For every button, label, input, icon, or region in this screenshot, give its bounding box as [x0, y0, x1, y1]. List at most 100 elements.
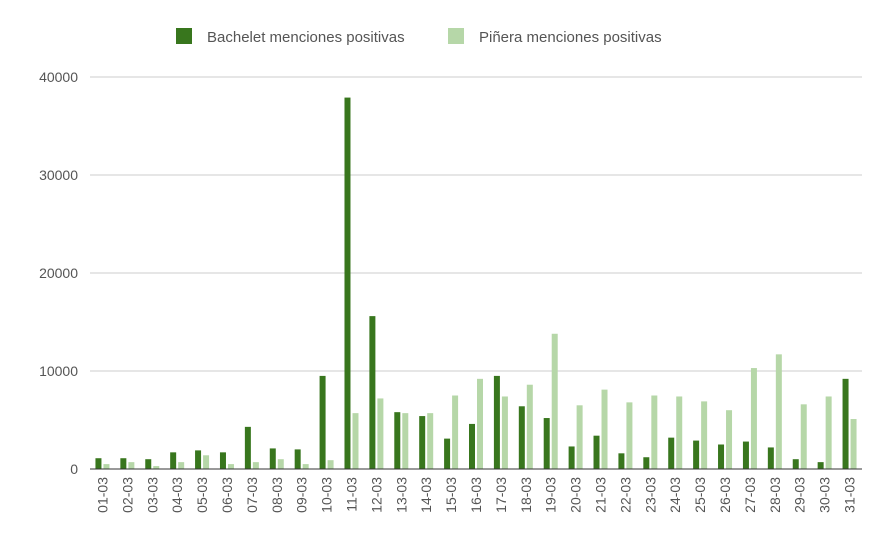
bar-series-2-29-03 — [800, 404, 807, 469]
bar-series-2-30-03 — [825, 396, 832, 469]
x-tick-label: 07-03 — [244, 477, 260, 513]
x-tick-label: 08-03 — [269, 477, 285, 513]
x-axis: 01-03 02-03 03-03 04-03 05-03 06-03 07-03 08-03… — [94, 477, 857, 513]
bar-series-1-12-03 — [369, 316, 376, 469]
x-tick-label: 09-03 — [294, 477, 310, 513]
bar-series-2-25-03 — [701, 401, 708, 469]
bar-series-2-24-03 — [676, 396, 683, 469]
bar-series-1-20-03 — [568, 446, 575, 469]
bar-series-1-31-03 — [842, 378, 849, 469]
bar-series-2-11-03 — [352, 413, 359, 469]
y-axis: 0 10000 20000 30000 40000 — [39, 69, 78, 477]
y-tick-label: 20000 — [39, 265, 78, 281]
bar-series-1-22-03 — [618, 453, 625, 469]
x-tick-label: 05-03 — [194, 477, 210, 513]
bar-series-1-26-03 — [718, 444, 725, 469]
bar-series-1-13-03 — [394, 412, 401, 469]
legend-label-2: Piñera menciones positivas — [479, 29, 662, 46]
x-tick-label: 23-03 — [642, 477, 658, 513]
bar-series-2-03-03 — [153, 466, 160, 469]
bar-series-1-01-03 — [95, 458, 102, 469]
x-tick-label: 27-03 — [742, 477, 758, 513]
x-tick-label: 10-03 — [319, 477, 335, 513]
bar-series-2-06-03 — [227, 464, 234, 469]
x-tick-label: 01-03 — [94, 477, 110, 513]
x-tick-label: 21-03 — [593, 477, 609, 513]
x-tick-label: 04-03 — [169, 477, 185, 513]
bar-series-2-23-03 — [651, 395, 658, 469]
bar-series-1-17-03 — [493, 375, 500, 469]
bar-series-1-18-03 — [518, 406, 525, 469]
bar-series-2-07-03 — [252, 462, 259, 469]
bar-series-1-16-03 — [469, 423, 475, 469]
gridlines — [90, 76, 862, 372]
bar-series-1-08-03 — [269, 448, 276, 469]
bar-series-1-15-03 — [444, 438, 451, 469]
x-tick-label: 15-03 — [443, 477, 459, 513]
bar-series-2-05-03 — [203, 455, 210, 469]
bar-series-1-25-03 — [693, 440, 700, 469]
bar-series-2-10-03 — [327, 460, 334, 469]
bar-series-2-22-03 — [626, 402, 633, 469]
bar-series-1-28-03 — [767, 447, 774, 469]
bar-series-2-13-03 — [402, 413, 409, 469]
bar-series-2-17-03 — [501, 396, 508, 469]
x-tick-label: 28-03 — [767, 477, 783, 513]
x-tick-label: 11-03 — [343, 477, 359, 512]
bar-series-1-23-03 — [643, 457, 650, 469]
bar-series-1-19-03 — [543, 418, 550, 469]
bar-series-2-18-03 — [526, 384, 533, 469]
x-tick-label: 25-03 — [692, 477, 708, 513]
bar-series-2-26-03 — [726, 410, 733, 469]
x-tick-label: 30-03 — [817, 477, 833, 513]
x-tick-label: 17-03 — [493, 477, 509, 513]
bar-series-1-09-03 — [294, 449, 301, 469]
bar-series-2-27-03 — [750, 368, 757, 469]
bar-series-2-28-03 — [775, 354, 782, 469]
x-tick-label: 03-03 — [144, 477, 160, 513]
bar-series-1-21-03 — [593, 435, 600, 469]
x-tick-label: 16-03 — [468, 477, 484, 513]
x-tick-label: 18-03 — [518, 477, 534, 513]
bar-series-2-09-03 — [302, 464, 309, 469]
bars — [95, 97, 857, 469]
x-tick-label: 19-03 — [543, 477, 559, 513]
bar-series-2-01-03 — [103, 464, 110, 469]
bar-series-1-27-03 — [742, 441, 749, 469]
bar-series-2-14-03 — [427, 413, 434, 469]
x-tick-label: 14-03 — [418, 477, 434, 513]
bar-series-2-16-03 — [477, 378, 483, 469]
x-tick-label: 20-03 — [568, 477, 584, 513]
bar-series-1-03-03 — [145, 459, 152, 469]
bar-series-2-15-03 — [452, 395, 459, 469]
x-tick-label: 24-03 — [667, 477, 683, 513]
bar-series-2-02-03 — [128, 462, 135, 469]
y-tick-label: 0 — [70, 461, 78, 477]
bar-series-1-11-03 — [344, 97, 351, 469]
x-tick-label: 12-03 — [368, 477, 384, 513]
legend-swatch-1 — [176, 28, 192, 44]
y-tick-label: 10000 — [39, 363, 78, 379]
bar-series-1-06-03 — [219, 452, 226, 469]
x-tick-label: 29-03 — [792, 477, 808, 513]
x-tick-label: 06-03 — [219, 477, 235, 513]
bar-series-2-21-03 — [601, 389, 608, 469]
x-tick-label: 22-03 — [617, 477, 633, 513]
bar-series-2-12-03 — [377, 398, 384, 469]
bar-series-1-14-03 — [419, 416, 426, 469]
bar-series-1-10-03 — [319, 375, 326, 469]
legend: Bachelet menciones positivas Piñera menci… — [176, 28, 662, 46]
bar-series-2-19-03 — [551, 333, 558, 469]
y-tick-label: 30000 — [39, 167, 78, 183]
legend-swatch-2 — [448, 28, 464, 44]
x-tick-label: 13-03 — [393, 477, 409, 513]
x-tick-label: 26-03 — [717, 477, 733, 513]
bar-series-1-07-03 — [244, 426, 251, 469]
bar-series-1-29-03 — [792, 459, 799, 469]
bar-series-2-04-03 — [178, 462, 185, 469]
bar-series-1-04-03 — [170, 452, 177, 469]
legend-label-1: Bachelet menciones positivas — [207, 29, 405, 46]
bar-series-2-08-03 — [277, 459, 284, 469]
x-tick-label: 31-03 — [842, 477, 858, 513]
